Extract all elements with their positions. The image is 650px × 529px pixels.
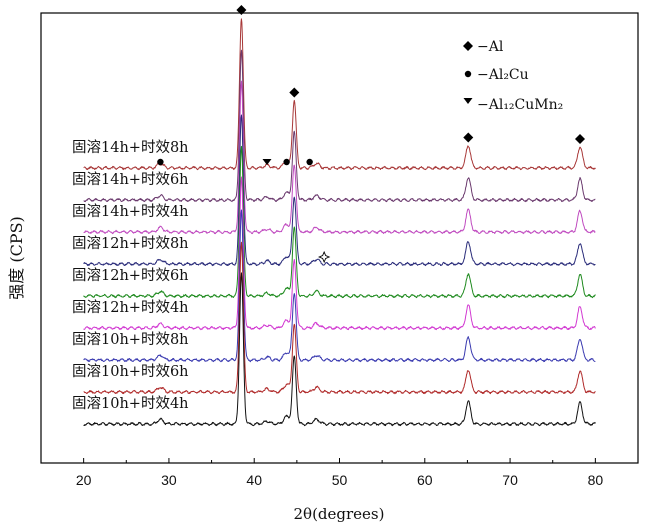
al2cu-peak-marker [283, 158, 290, 166]
series-label: 固溶12h+时效6h [72, 267, 189, 284]
series-label: 固溶14h+时效6h [72, 171, 189, 188]
x-tick-label: 20 [76, 472, 92, 488]
legend-item-al2cu: −Al₂Cu [464, 67, 529, 83]
series-line [83, 209, 596, 363]
series-label: 固溶12h+时效8h [72, 235, 189, 252]
series-label: 固溶14h+时效4h [72, 203, 189, 220]
al12cumn2-peak-marker [262, 159, 272, 165]
legend-label: −Al [477, 39, 504, 55]
series-label-group: 固溶14h+时效8h 固溶14h+时效6h 固溶14h+时效4h 固溶12h+时效8h… [72, 139, 189, 412]
al2cu-peak-marker [157, 158, 164, 166]
x-tick-label: 40 [246, 472, 262, 488]
legend-item-al: −Al [463, 39, 504, 55]
series-line [83, 272, 596, 427]
series-label: 固溶10h+时效6h [72, 363, 189, 380]
legend-label: −Al₂Cu [477, 67, 529, 83]
series-label: 固溶10h+时效8h [72, 331, 189, 348]
series-line [83, 241, 596, 395]
series-label: 固溶14h+时效8h [72, 139, 189, 156]
series-line [83, 114, 596, 267]
al2cu-peak-marker [306, 158, 313, 166]
al-peak-marker [289, 87, 300, 98]
al-peak-marker [236, 5, 247, 15]
series-line [83, 18, 596, 171]
legend: −Al −Al₂Cu −Al₁₂CuMn₂ [463, 39, 563, 113]
al-peak-marker [463, 132, 474, 143]
x-axis: 20 30 40 50 60 70 80 [76, 458, 604, 488]
x-tick-label: 70 [502, 472, 518, 488]
legend-label: −Al₁₂CuMn₂ [477, 97, 563, 113]
series-line [83, 80, 596, 235]
series-line [83, 176, 596, 331]
series-label: 固溶10h+时效4h [72, 395, 189, 412]
legend-symbol [463, 98, 473, 104]
x-tick-label: 30 [161, 472, 177, 488]
series-group [83, 18, 596, 427]
series-line [83, 145, 596, 299]
y-axis-title: 强度 (CPS) [7, 216, 26, 300]
al-peak-marker [575, 134, 586, 144]
legend-symbol [463, 41, 473, 51]
marker-group [157, 5, 586, 264]
series-label: 固溶12h+时效4h [72, 299, 189, 316]
series-line [83, 49, 596, 203]
x-tick-label: 50 [332, 472, 348, 488]
x-axis-title: 2θ(degrees) [294, 505, 385, 523]
unknown-peak-marker [318, 250, 331, 264]
legend-symbol [464, 70, 472, 78]
x-tick-label: 60 [417, 472, 433, 488]
x-tick-label: 80 [588, 472, 604, 488]
legend-item-al12cumn2: −Al₁₂CuMn₂ [463, 97, 563, 113]
